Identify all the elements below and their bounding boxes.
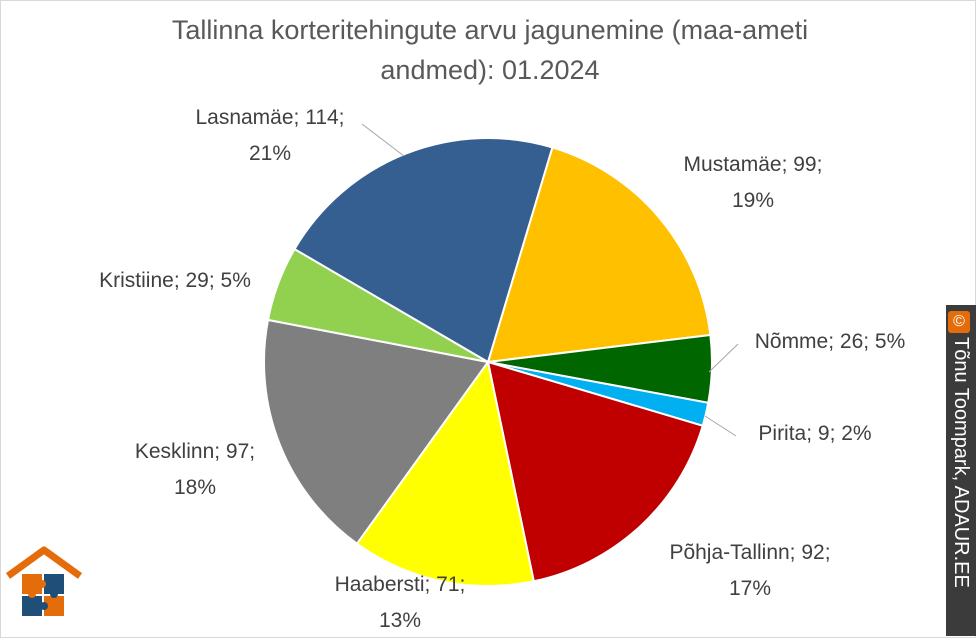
credit-bar: © Tõnu Toompark, ADAUR.EE [946, 305, 976, 636]
label-pirita-line1: Pirita; 9; 2% [758, 422, 872, 445]
label-mustamae-line2: 19% [731, 189, 775, 212]
leader-line [704, 415, 737, 437]
label-lasnamae-line1: Lasnamäe; 114; [195, 106, 345, 129]
label-haabersti-line1: Haabersti; 71; [334, 573, 466, 596]
label-kesklinn: Kesklinn; 97; 18% [100, 434, 290, 506]
label-lasnamae-line2: 21% [248, 142, 292, 165]
label-nomme: Nõmme; 26; 5% [735, 324, 925, 360]
label-haabersti-line2: 13% [378, 609, 422, 632]
credit-text-row: © Tõnu Toompark, ADAUR.EE [946, 305, 976, 636]
label-kesklinn-line1: Kesklinn; 97; [134, 440, 256, 463]
label-mustamae-line1: Mustamäe; 99; [683, 153, 823, 176]
label-mustamae: Mustamäe; 99; 19% [648, 147, 858, 219]
pie-slice-haabersti [355, 359, 535, 587]
label-pohja-tallinn-line1: Põhja-Tallinn; 92; [669, 541, 831, 564]
pie-slice-kesklinn [263, 318, 490, 546]
pie-slice-p-hja-tallinn [486, 360, 704, 583]
label-pirita: Pirita; 9; 2% [735, 416, 895, 452]
pie-slice-lasnam-e [293, 137, 554, 364]
label-kristiine-line1: Kristiine; 29; 5% [99, 269, 251, 292]
label-pohja-tallinn-line2: 17% [728, 577, 772, 600]
label-haabersti: Haabersti; 71; 13% [305, 567, 495, 639]
label-kesklinn-line2: 18% [173, 476, 217, 499]
chart-title: Tallinna korteritehingute arvu jagunemin… [171, 15, 809, 85]
copyright-icon: © [948, 311, 970, 333]
label-pohja-tallinn: Põhja-Tallinn; 92; 17% [640, 535, 860, 607]
house-puzzle-logo [4, 544, 84, 629]
credit-text: Tõnu Toompark, ADAUR.EE [950, 337, 972, 588]
pie-slice-mustam-e [486, 146, 712, 364]
label-kristiine: Kristiine; 29; 5% [80, 263, 270, 299]
label-lasnamae: Lasnamäe; 114; 21% [165, 100, 375, 172]
label-nomme-line1: Nõmme; 26; 5% [754, 330, 906, 353]
leader-line [708, 343, 739, 373]
leader-line [361, 123, 405, 157]
